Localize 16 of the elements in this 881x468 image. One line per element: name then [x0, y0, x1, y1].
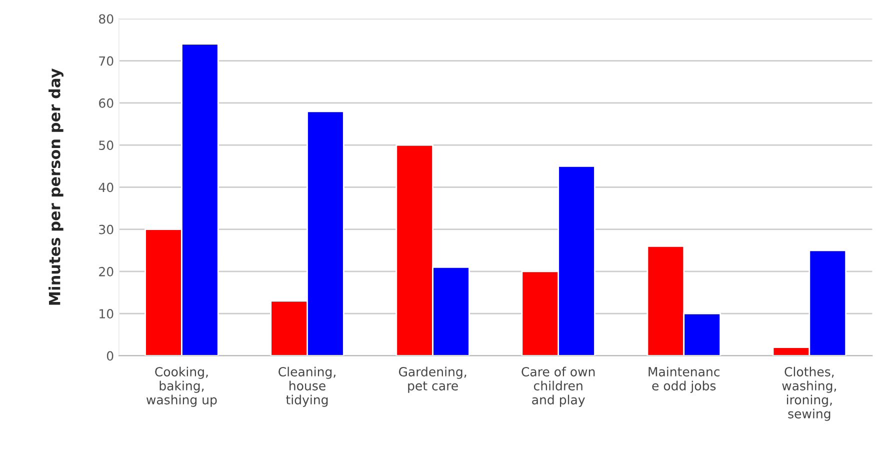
y-axis-title: Minutes per person per day [48, 68, 64, 305]
x-tick-label: Cleaning, house tidying [278, 366, 336, 407]
y-tick-label: 20 [99, 266, 114, 276]
y-tick-label: 10 [100, 309, 114, 318]
y-tick-label: 50 [99, 140, 114, 150]
y-tick-label: 80 [99, 14, 114, 24]
y-tick-label: 40 [98, 182, 114, 192]
y-tick-label: 30 [99, 224, 114, 234]
y-tick-label: 0 [106, 351, 114, 361]
x-tick-label: Care of own children and play [522, 366, 595, 407]
x-tick-label: Cooking, baking, washing up [146, 366, 217, 407]
y-tick-label: 60 [99, 98, 114, 108]
x-tick-label: Clothes, washing, ironing, sewing [782, 366, 836, 421]
x-tick-label: Maintenanc e odd jobs [648, 366, 720, 393]
x-tick-label: Gardening, pet care [398, 366, 466, 393]
y-tick-label: 70 [99, 56, 114, 66]
